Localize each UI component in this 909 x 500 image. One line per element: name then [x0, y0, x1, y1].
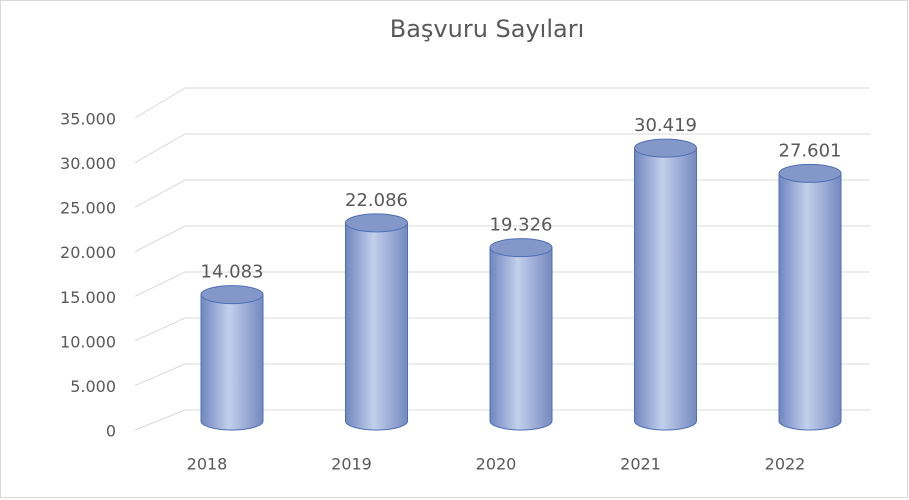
grid-line	[134, 133, 870, 164]
y-tick-label: 30.000	[60, 154, 116, 173]
bar-top	[200, 285, 264, 305]
y-tick-label: 15.000	[60, 288, 116, 307]
data-label: 19.326	[490, 215, 553, 236]
bar	[778, 172, 842, 431]
bar	[489, 247, 553, 431]
chart-title: Başvuru Sayıları	[390, 15, 585, 43]
x-tick-label: 2020	[476, 455, 517, 474]
bar-top	[345, 213, 408, 233]
data-label: 22.086	[345, 190, 408, 211]
x-tick-label: 2019	[331, 455, 372, 474]
y-tick-label: 35.000	[60, 110, 116, 129]
x-tick-label: 2022	[765, 455, 806, 474]
data-label: 14.083	[201, 262, 264, 283]
x-tick-label: 2018	[187, 455, 228, 474]
bar-top	[634, 138, 697, 158]
bar-top	[778, 163, 842, 183]
grid-line	[134, 87, 870, 119]
bar	[200, 294, 264, 431]
bar-top	[489, 238, 553, 258]
data-label: 27.601	[779, 140, 842, 161]
y-tick-label: 5.000	[70, 377, 116, 396]
y-tick-label: 20.000	[60, 243, 116, 262]
bar	[345, 222, 408, 431]
x-tick-label: 2021	[620, 455, 661, 474]
y-tick-label: 0	[106, 422, 116, 441]
data-label: 30.419	[634, 115, 697, 136]
y-tick-label: 10.000	[60, 332, 116, 351]
bar	[634, 147, 697, 431]
y-tick-label: 25.000	[60, 199, 116, 218]
